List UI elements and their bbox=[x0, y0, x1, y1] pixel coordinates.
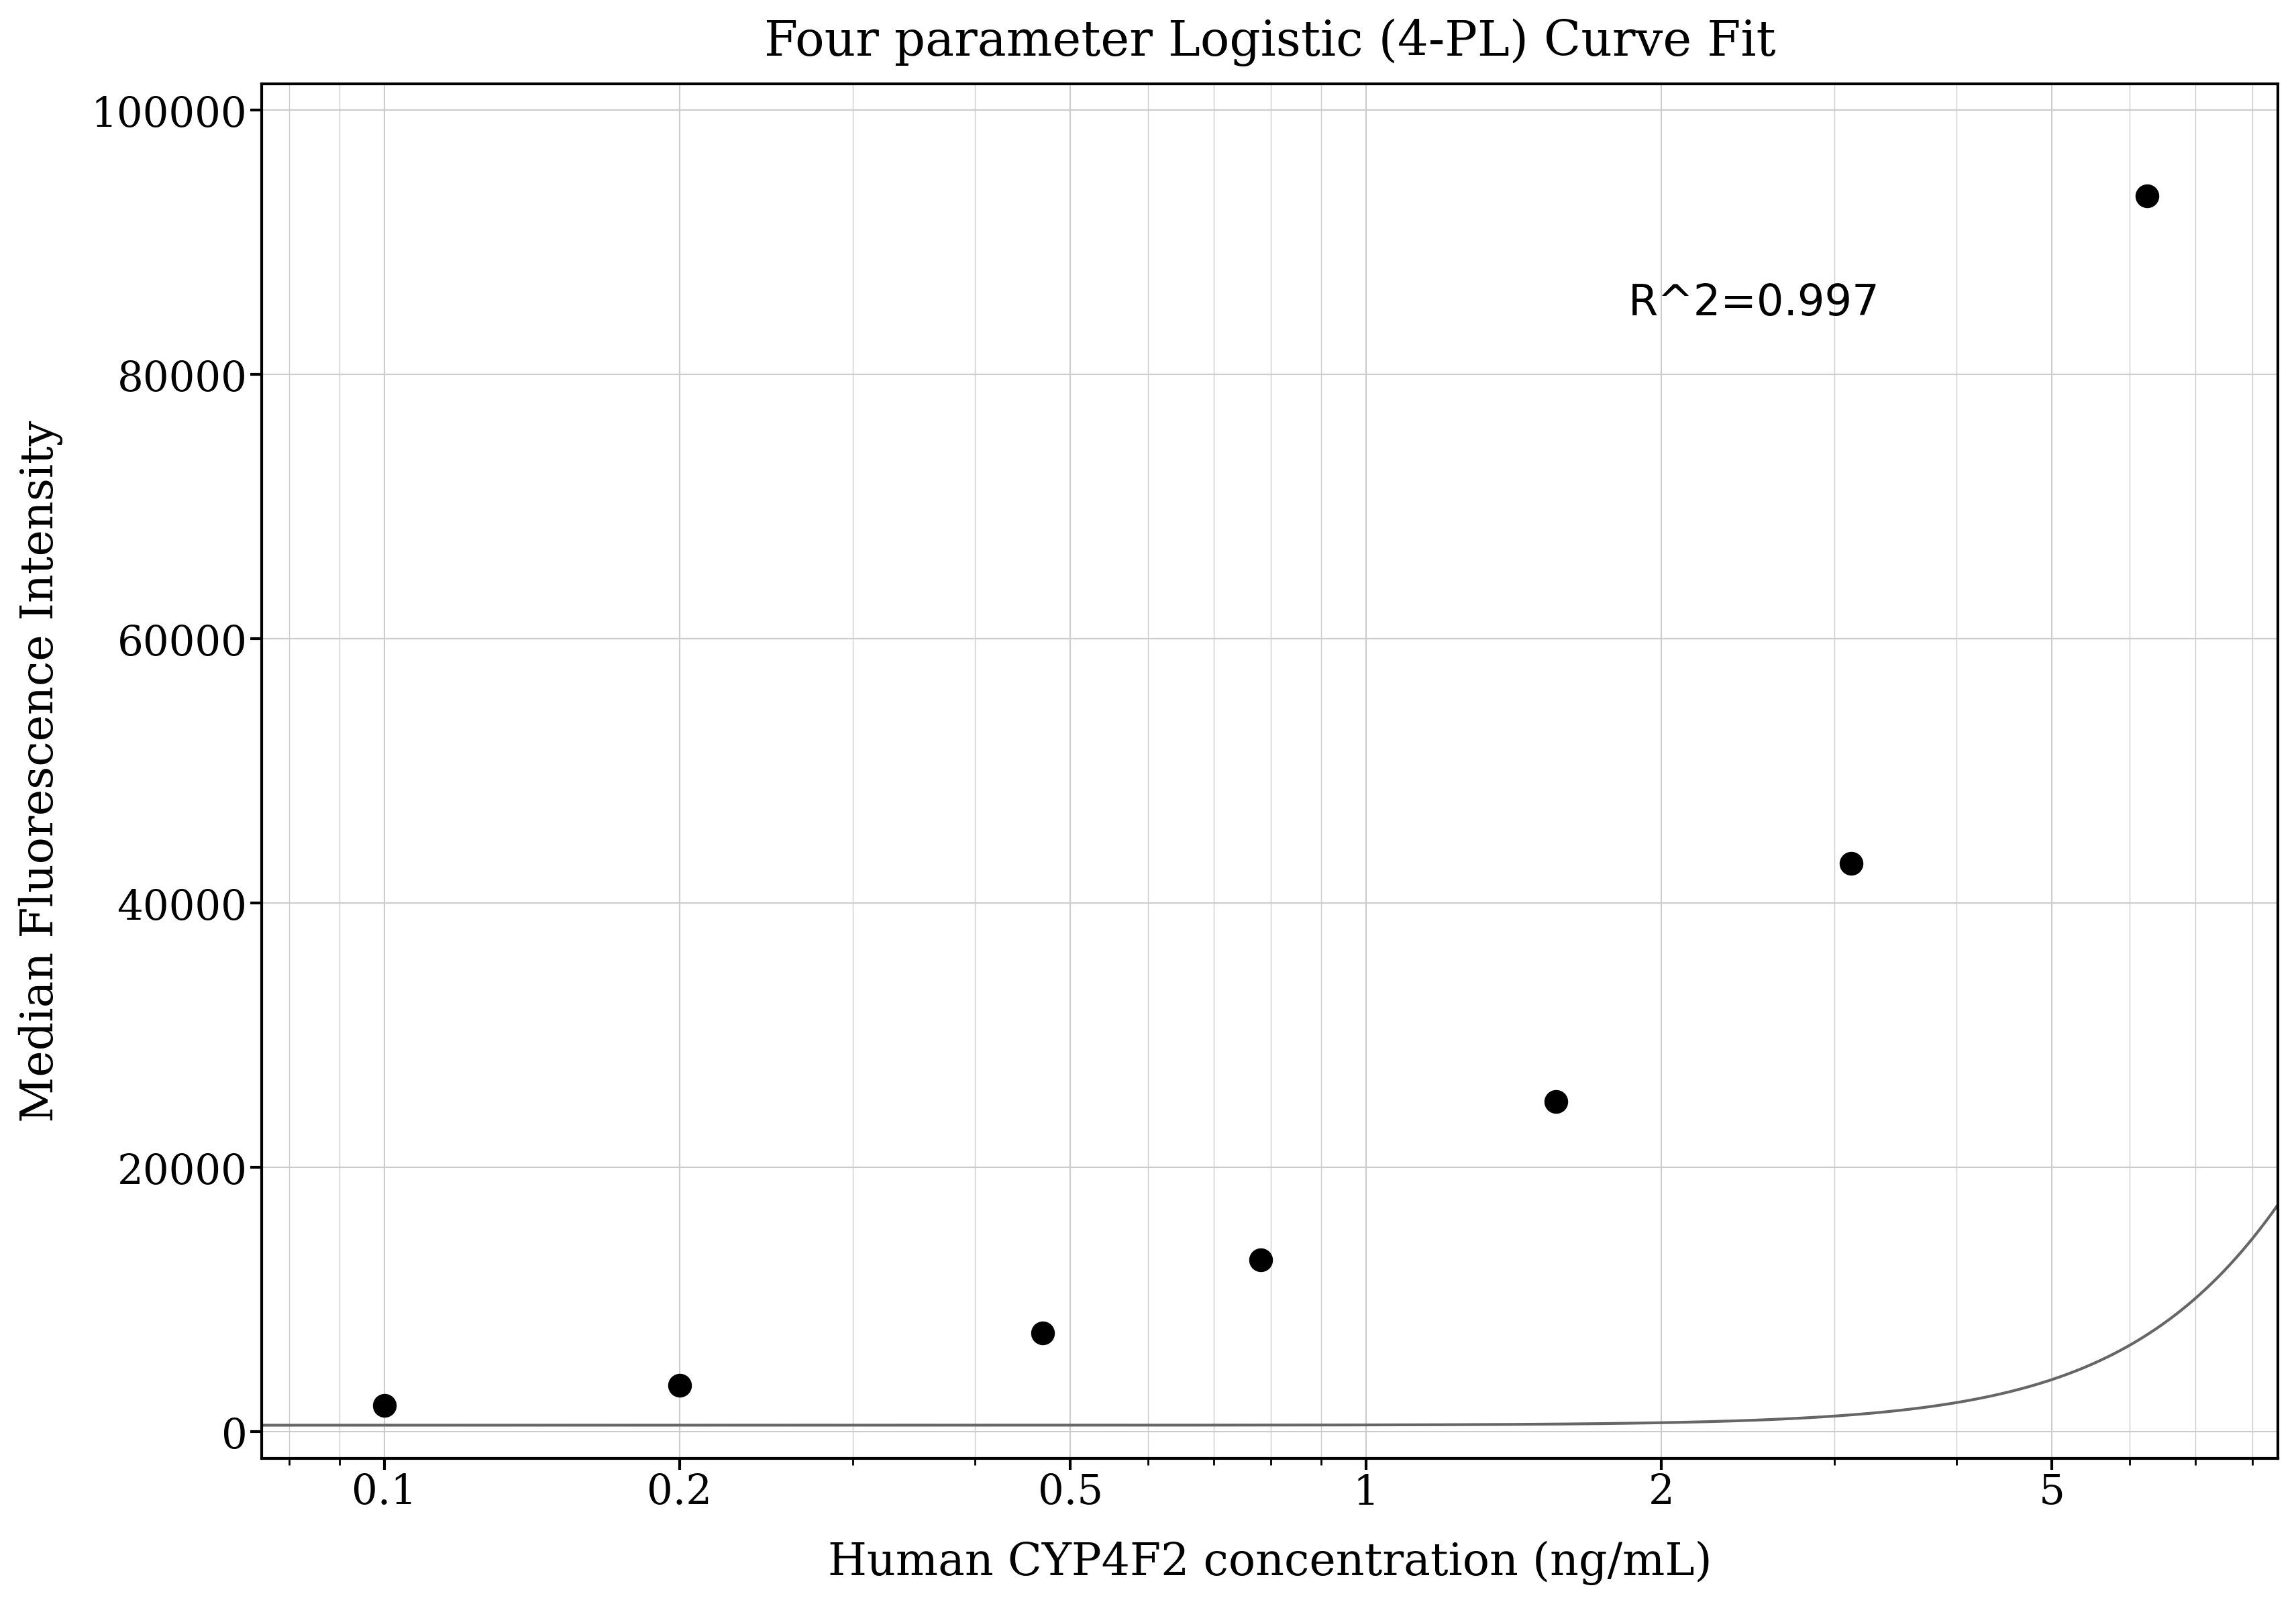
Title: Four parameter Logistic (4-PL) Curve Fit: Four parameter Logistic (4-PL) Curve Fit bbox=[765, 19, 1775, 67]
Point bbox=[2128, 183, 2165, 209]
Point bbox=[1538, 1089, 1575, 1115]
Y-axis label: Median Fluorescence Intensity: Median Fluorescence Intensity bbox=[18, 420, 62, 1123]
Point bbox=[365, 1392, 402, 1418]
Point bbox=[1024, 1320, 1061, 1346]
Point bbox=[661, 1373, 698, 1399]
Point bbox=[1242, 1248, 1279, 1274]
X-axis label: Human CYP4F2 concentration (ng/mL): Human CYP4F2 concentration (ng/mL) bbox=[827, 1541, 1711, 1585]
Text: R^2=0.997: R^2=0.997 bbox=[1628, 282, 1878, 324]
Point bbox=[1832, 850, 1869, 876]
